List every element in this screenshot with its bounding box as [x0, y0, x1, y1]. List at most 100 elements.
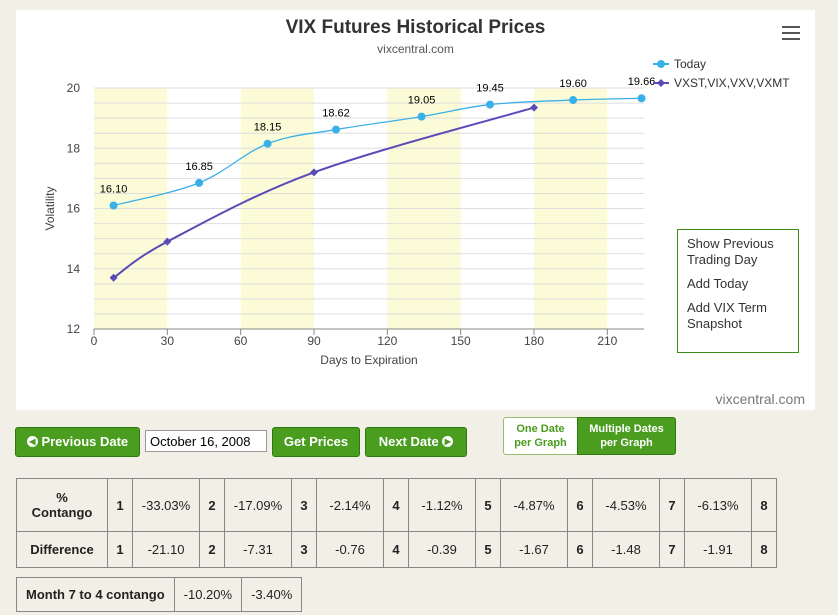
data-label: 19.05 — [408, 95, 436, 107]
series-point-today — [637, 94, 646, 103]
hamburger-menu-icon[interactable] — [782, 26, 800, 40]
series-point-today — [195, 178, 204, 187]
month-number: 1 — [107, 531, 133, 568]
chart-subtitle: vixcentral.com — [377, 42, 454, 56]
y-tick-label: 20 — [67, 81, 81, 95]
difference-value: -1.91 — [684, 531, 752, 568]
toggle-one-date[interactable]: One Date per Graph — [503, 417, 578, 455]
month-number: 6 — [567, 478, 593, 532]
series-point-today — [569, 96, 578, 105]
y-axis-label: Volatility — [43, 186, 57, 230]
x-tick-label: 180 — [524, 334, 544, 348]
month-number: 2 — [199, 531, 225, 568]
contango-table: % Contango 1 -33.03% 2 -17.09% 3 -2.14% … — [16, 478, 777, 568]
data-label: 18.62 — [322, 108, 350, 120]
next-date-button[interactable]: Next Date ▶ — [365, 427, 467, 457]
y-tick-label: 12 — [67, 322, 81, 336]
month-number: 7 — [659, 531, 685, 568]
series-point-vx — [530, 103, 538, 112]
month-number: 8 — [751, 478, 777, 532]
contango-value: -4.53% — [592, 478, 660, 532]
contango-value: -1.12% — [408, 478, 476, 532]
previous-date-button[interactable]: ◀ Previous Date — [15, 427, 140, 457]
chart-title: VIX Futures Historical Prices — [285, 17, 546, 38]
menu-item-show-previous[interactable]: Show Previous Trading Day — [687, 236, 774, 267]
y-tick-label: 16 — [67, 202, 81, 216]
get-prices-button[interactable]: Get Prices — [272, 427, 360, 457]
difference-value: -0.76 — [316, 531, 384, 568]
contango-header-line1: % — [56, 490, 68, 505]
difference-value: -1.67 — [500, 531, 568, 568]
series-point-today — [263, 139, 272, 148]
month-number: 4 — [383, 478, 409, 532]
month-number: 2 — [199, 478, 225, 532]
month7to4-value: -10.20% — [173, 577, 243, 612]
chart-context-menu: Show Previous Trading Day Add Today Add … — [677, 229, 799, 353]
data-label: 16.85 — [185, 161, 213, 173]
chevron-right-icon: ▶ — [442, 436, 454, 448]
series-point-today — [109, 201, 118, 210]
data-label: 19.45 — [476, 83, 504, 95]
month-number: 7 — [659, 478, 685, 532]
difference-value: -1.48 — [592, 531, 660, 568]
contango-header-line2: Contango — [31, 505, 93, 520]
contango-row: % Contango 1 -33.03% 2 -17.09% 3 -2.14% … — [16, 478, 777, 532]
month-number: 3 — [291, 478, 317, 532]
x-tick-label: 150 — [451, 334, 471, 348]
contango-value: -17.09% — [224, 478, 292, 532]
x-axis-label: Days to Expiration — [320, 353, 417, 367]
next-date-label: Next Date — [378, 434, 439, 449]
month-number: 1 — [107, 478, 133, 532]
month-number: 4 — [383, 531, 409, 568]
x-tick-label: 60 — [234, 334, 248, 348]
legend-marker — [657, 79, 665, 87]
series-point-today — [417, 112, 426, 121]
series-point-today — [486, 100, 494, 109]
legend-label: Today — [674, 57, 706, 71]
toggle-multi-line1: Multiple Dates — [589, 423, 664, 435]
toggle-one-line1: One Date — [516, 423, 565, 435]
toggle-one-line2: per Graph — [514, 437, 567, 449]
contango-value: -6.13% — [684, 478, 752, 532]
month7to4-value: -3.40% — [241, 577, 303, 612]
toggle-multi-line2: per Graph — [600, 437, 653, 449]
legend-label: VXST,VIX,VXV,VXMT — [674, 76, 790, 90]
x-tick-label: 90 — [307, 334, 321, 348]
contango-header: % Contango — [16, 478, 108, 532]
month7to4-row: Month 7 to 4 contango -10.20% -3.40% — [16, 577, 303, 612]
month-number: 5 — [475, 478, 501, 532]
toggle-multiple-dates[interactable]: Multiple Dates per Graph — [577, 417, 676, 455]
x-tick-label: 210 — [597, 334, 617, 348]
data-label: 19.60 — [559, 78, 587, 90]
difference-value: -0.39 — [408, 531, 476, 568]
chart-credit[interactable]: vixcentral.com — [715, 391, 805, 407]
month7to4-label: Month 7 to 4 contango — [16, 577, 175, 612]
x-tick-label: 120 — [377, 334, 397, 348]
legend-marker — [657, 60, 665, 68]
difference-header: Difference — [16, 531, 108, 568]
month-number: 5 — [475, 531, 501, 568]
series-line-vx — [112, 106, 535, 279]
previous-date-label: Previous Date — [41, 434, 129, 449]
data-label: 18.15 — [254, 122, 282, 134]
menu-item-add-today[interactable]: Add Today — [687, 276, 749, 291]
series-point-vx — [163, 237, 172, 246]
x-tick-label: 30 — [161, 334, 175, 348]
data-label: 19.66 — [628, 76, 656, 88]
series-point-vx — [310, 168, 318, 177]
month-number: 6 — [567, 531, 593, 568]
y-tick-label: 18 — [67, 141, 81, 155]
line-chart: 0 30 60 90 120 150 180 210 12 14 16 18 20 Days to Exp… — [43, 57, 790, 367]
contango-value: -4.87% — [500, 478, 568, 532]
menu-item-add-vix-term-snapshot[interactable]: Add VIX Term Snapshot — [687, 300, 767, 331]
month-number: 8 — [751, 531, 777, 568]
date-input[interactable] — [145, 430, 267, 452]
x-tick-label: 0 — [91, 334, 98, 348]
contango-value: -2.14% — [316, 478, 384, 532]
chart-container: VIX Futures Historical Prices vixcentral… — [16, 10, 815, 410]
month7to4-table: Month 7 to 4 contango -10.20% -3.40% — [16, 577, 303, 612]
series-point-vx — [109, 273, 118, 282]
chevron-left-icon: ◀ — [26, 436, 38, 448]
difference-row: Difference 1 -21.10 2 -7.31 3 -0.76 4 -0… — [16, 531, 777, 568]
month-number: 3 — [291, 531, 317, 568]
